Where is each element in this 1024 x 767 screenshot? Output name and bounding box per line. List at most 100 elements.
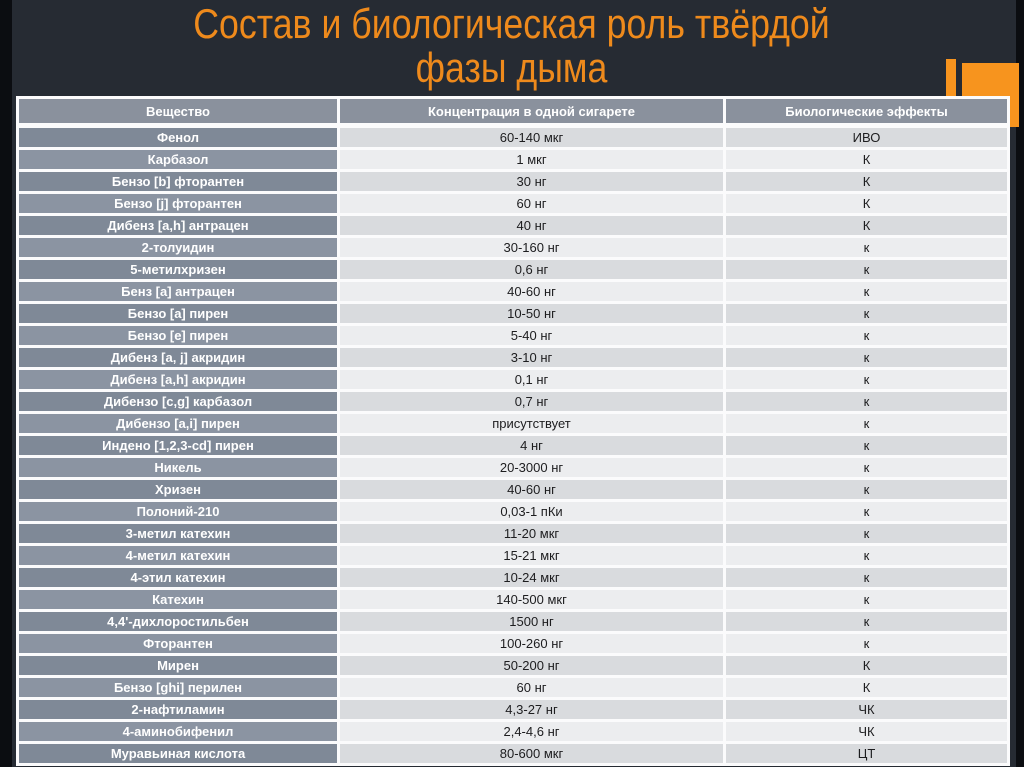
effects-cell: К: [723, 147, 1010, 172]
effects-cell: к: [723, 609, 1010, 634]
table-row: 2-толуидин 30-160 нг к: [16, 235, 1010, 260]
concentration-cell: 11-20 мкг: [337, 521, 726, 546]
effects-cell: ЧК: [723, 719, 1010, 744]
substance-cell: Хризен: [16, 477, 340, 502]
substance-cell: Дибензо [c,g] карбазол: [16, 389, 340, 414]
substance-cell: Полоний-210: [16, 499, 340, 524]
table-row: Фторантен 100-260 нг к: [16, 631, 1010, 656]
smoke-composition-table: Вещество Концентрация в одной сигарете Б…: [16, 96, 1010, 766]
concentration-cell: 30 нг: [337, 169, 726, 194]
column-header-substance: Вещество: [16, 96, 340, 128]
substance-cell: Дибензо [a,i] пирен: [16, 411, 340, 436]
concentration-cell: 60-140 мкг: [337, 124, 726, 150]
table-row: Муравьиная кислота 80-600 мкг ЦТ: [16, 741, 1010, 766]
table-row: Индено [1,2,3-cd] пирен 4 нг к: [16, 433, 1010, 458]
table-row: Бензо [e] пирен 5-40 нг к: [16, 323, 1010, 348]
concentration-cell: 1500 нг: [337, 609, 726, 634]
concentration-cell: 4,3-27 нг: [337, 697, 726, 722]
substance-cell: Муравьиная кислота: [16, 741, 340, 766]
table-row: Бенз [a] антрацен 40-60 нг к: [16, 279, 1010, 304]
effects-cell: к: [723, 235, 1010, 260]
concentration-cell: 60 нг: [337, 675, 726, 700]
table-row: 3-метил катехин 11-20 мкг к: [16, 521, 1010, 546]
effects-cell: к: [723, 521, 1010, 546]
concentration-cell: 15-21 мкг: [337, 543, 726, 568]
substance-cell: Мирен: [16, 653, 340, 678]
concentration-cell: 30-160 нг: [337, 235, 726, 260]
column-header-effects: Биологические эффекты: [723, 96, 1010, 128]
table-row: Дибенз [a, j] акридин 3-10 нг к: [16, 345, 1010, 370]
effects-cell: К: [723, 653, 1010, 678]
concentration-cell: 10-50 нг: [337, 301, 726, 326]
substance-cell: 4-аминобифенил: [16, 719, 340, 744]
table-row: Фенол 60-140 мкг ИВО: [16, 124, 1010, 150]
effects-cell: к: [723, 257, 1010, 282]
concentration-cell: 0,7 нг: [337, 389, 726, 414]
table-row: Карбазол 1 мкг К: [16, 147, 1010, 172]
concentration-cell: 140-500 мкг: [337, 587, 726, 612]
concentration-cell: 40 нг: [337, 213, 726, 238]
substance-cell: Дибенз [a,h] акридин: [16, 367, 340, 392]
substance-cell: 4,4'-дихлоростильбен: [16, 609, 340, 634]
left-black-strip: [0, 0, 12, 767]
table-row: Бензо [j] фторантен 60 нг К: [16, 191, 1010, 216]
effects-cell: к: [723, 499, 1010, 524]
substance-cell: 4-этил катехин: [16, 565, 340, 590]
table-row: 5-метилхризен 0,6 нг к: [16, 257, 1010, 282]
effects-cell: К: [723, 675, 1010, 700]
effects-cell: к: [723, 455, 1010, 480]
table-row: Бензо [a] пирен 10-50 нг к: [16, 301, 1010, 326]
table-row: Бензо [ghi] перилен 60 нг К: [16, 675, 1010, 700]
concentration-cell: 100-260 нг: [337, 631, 726, 656]
table-row: 4-метил катехин 15-21 мкг к: [16, 543, 1010, 568]
right-black-strip: [1016, 0, 1024, 767]
substance-cell: 4-метил катехин: [16, 543, 340, 568]
concentration-cell: 60 нг: [337, 191, 726, 216]
table-row: 4,4'-дихлоростильбен 1500 нг к: [16, 609, 1010, 634]
slide-title: Состав и биологическая роль твёрдой фазы…: [90, 2, 932, 90]
concentration-cell: 40-60 нг: [337, 477, 726, 502]
effects-cell: к: [723, 543, 1010, 568]
concentration-cell: 2,4-4,6 нг: [337, 719, 726, 744]
effects-cell: к: [723, 565, 1010, 590]
table-row: Дибенз [a,h] акридин 0,1 нг к: [16, 367, 1010, 392]
substance-cell: Никель: [16, 455, 340, 480]
table-row: 4-этил катехин 10-24 мкг к: [16, 565, 1010, 590]
substance-cell: 3-метил катехин: [16, 521, 340, 546]
concentration-cell: присутствует: [337, 411, 726, 436]
effects-cell: ЦТ: [723, 741, 1010, 766]
concentration-cell: 5-40 нг: [337, 323, 726, 348]
effects-cell: к: [723, 367, 1010, 392]
concentration-cell: 0,6 нг: [337, 257, 726, 282]
substance-cell: Бензо [j] фторантен: [16, 191, 340, 216]
table-row: 2-нафтиламин 4,3-27 нг ЧК: [16, 697, 1010, 722]
effects-cell: К: [723, 169, 1010, 194]
substance-cell: Катехин: [16, 587, 340, 612]
table-row: Дибенз [a,h] антрацен 40 нг К: [16, 213, 1010, 238]
effects-cell: К: [723, 191, 1010, 216]
substance-cell: 5-метилхризен: [16, 257, 340, 282]
substance-cell: Бензо [e] пирен: [16, 323, 340, 348]
accent-bar: [946, 59, 956, 97]
table-row: Дибензо [c,g] карбазол 0,7 нг к: [16, 389, 1010, 414]
slide-title-line1: Состав и биологическая роль твёрдой: [193, 0, 830, 47]
effects-cell: ЧК: [723, 697, 1010, 722]
substance-cell: Карбазол: [16, 147, 340, 172]
column-header-concentration: Концентрация в одной сигарете: [337, 96, 726, 128]
effects-cell: к: [723, 631, 1010, 656]
effects-cell: К: [723, 213, 1010, 238]
effects-cell: к: [723, 301, 1010, 326]
effects-cell: к: [723, 345, 1010, 370]
substance-cell: Бензо [b] фторантен: [16, 169, 340, 194]
substance-cell: 2-нафтиламин: [16, 697, 340, 722]
table-row: Полоний-210 0,03-1 пКи к: [16, 499, 1010, 524]
effects-cell: к: [723, 433, 1010, 458]
effects-cell: к: [723, 279, 1010, 304]
concentration-cell: 40-60 нг: [337, 279, 726, 304]
effects-cell: к: [723, 587, 1010, 612]
effects-cell: к: [723, 411, 1010, 436]
concentration-cell: 50-200 нг: [337, 653, 726, 678]
effects-cell: к: [723, 323, 1010, 348]
table-row: Никель 20-3000 нг к: [16, 455, 1010, 480]
concentration-cell: 80-600 мкг: [337, 741, 726, 766]
